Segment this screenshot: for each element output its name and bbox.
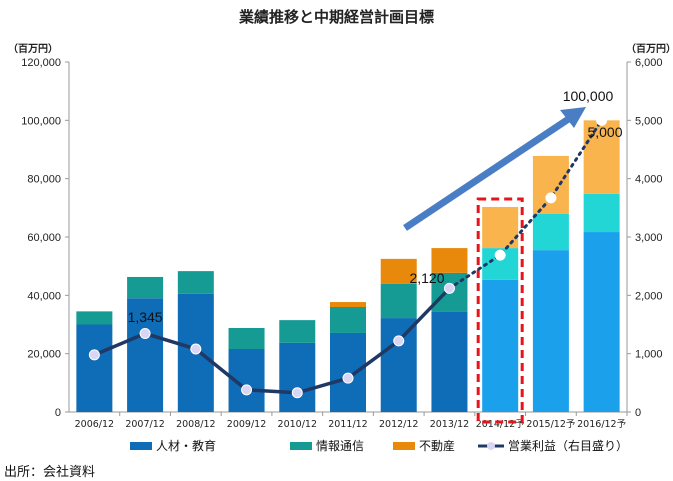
legend-item-real-estate: 不動産 bbox=[393, 437, 455, 454]
operating-profit-point bbox=[241, 384, 253, 396]
legend-line-marker bbox=[478, 441, 504, 450]
operating-profit-point bbox=[190, 343, 202, 355]
bar-hr-education bbox=[482, 279, 519, 412]
x-tick-label: 2015/12予 bbox=[526, 419, 575, 430]
legend-swatch bbox=[393, 441, 415, 450]
legend-label: 不動産 bbox=[419, 439, 456, 453]
y-right-tick-label: 0 bbox=[635, 407, 641, 419]
x-tick-label: 2016/12予 bbox=[577, 419, 626, 430]
data-annotation: 100,000 bbox=[563, 88, 614, 104]
operating-profit-line bbox=[93, 287, 451, 395]
y-right-tick-label: 1,000 bbox=[635, 349, 663, 361]
bar-it bbox=[228, 328, 265, 349]
data-annotation: 1,345 bbox=[128, 309, 163, 325]
legend-label: 情報通信 bbox=[316, 439, 365, 453]
forecast-highlight-box bbox=[476, 197, 524, 424]
operating-profit-point bbox=[393, 335, 405, 347]
source-note: 出所：会社資料 bbox=[4, 465, 96, 480]
y-right-tick-label: 3,000 bbox=[635, 232, 663, 244]
y-tick-label: 60,000 bbox=[27, 232, 61, 244]
bar-hr-education bbox=[279, 342, 316, 412]
legend-item-operating-profit: 営業利益（右目盛り） bbox=[478, 437, 628, 454]
operating-profit-point bbox=[139, 328, 151, 340]
operating-profit-point bbox=[545, 192, 557, 204]
operating-profit-point bbox=[443, 282, 455, 294]
y-right-tick-label: 5,000 bbox=[635, 115, 663, 127]
data-annotation: 5,000 bbox=[587, 124, 622, 140]
y-right-tick-label: 2,000 bbox=[635, 290, 663, 302]
legend-item-it: 情報通信 bbox=[290, 437, 364, 454]
x-tick-label: 2010/12 bbox=[278, 419, 317, 430]
growth-arrow-shaft bbox=[403, 115, 572, 231]
y-tick-label: 40,000 bbox=[27, 290, 61, 302]
y-right-tick-label: 6,000 bbox=[635, 57, 663, 69]
y-tick-label: 80,000 bbox=[27, 174, 61, 186]
bar-real-estate bbox=[380, 258, 417, 284]
operating-profit-forecast-line bbox=[447, 118, 604, 290]
left-axis-unit: （百万円） bbox=[8, 44, 58, 55]
data-annotation: 2,120 bbox=[409, 270, 444, 286]
legend-label: 人材・教育 bbox=[156, 439, 217, 453]
bar-it bbox=[76, 311, 113, 325]
bar-it bbox=[127, 276, 164, 299]
y-tick-label: 120,000 bbox=[21, 57, 61, 69]
bar-real-estate bbox=[532, 155, 569, 214]
bar-hr-education bbox=[127, 298, 164, 412]
bar-hr-education bbox=[330, 332, 366, 412]
x-tick-label: 2012/12 bbox=[379, 419, 418, 430]
bar-real-estate bbox=[330, 302, 366, 307]
x-tick-label: 2014/12予 bbox=[476, 419, 525, 430]
x-tick-label: 2011/12 bbox=[328, 419, 367, 430]
growth-arrow-head bbox=[560, 107, 586, 128]
legend-label: 営業利益（右目盛り） bbox=[508, 439, 629, 453]
legend-swatch bbox=[290, 441, 312, 450]
bar-hr-education bbox=[532, 250, 569, 412]
legend-item-hr-education: 人材・教育 bbox=[130, 437, 216, 454]
operating-profit-point bbox=[342, 372, 354, 384]
chart-title: 業績推移と中期経営計画目標 bbox=[238, 8, 434, 26]
bar-it bbox=[583, 193, 620, 233]
bar-it bbox=[380, 283, 417, 319]
bar-it bbox=[177, 271, 214, 294]
bar-it bbox=[279, 320, 316, 343]
bar-hr-education bbox=[431, 311, 468, 412]
bar-real-estate bbox=[583, 120, 620, 194]
operating-profit-point bbox=[596, 114, 608, 126]
y-tick-label: 100,000 bbox=[21, 115, 61, 127]
x-tick-label: 2008/12 bbox=[176, 419, 215, 430]
operating-profit-point bbox=[291, 387, 303, 399]
right-axis-unit: （百万円） bbox=[626, 44, 673, 55]
y-right-tick-label: 4,000 bbox=[635, 174, 663, 186]
operating-profit-point bbox=[88, 349, 100, 361]
bar-hr-education bbox=[380, 318, 417, 412]
operating-profit-point bbox=[494, 249, 506, 261]
y-tick-label: 20,000 bbox=[27, 349, 61, 361]
x-tick-label: 2009/12 bbox=[227, 419, 266, 430]
bar-real-estate bbox=[431, 248, 468, 273]
bar-hr-education bbox=[583, 232, 620, 412]
bar-it bbox=[532, 213, 569, 251]
x-tick-label: 2006/12 bbox=[75, 419, 114, 430]
legend-swatch bbox=[130, 441, 152, 450]
bar-it bbox=[330, 307, 366, 333]
x-tick-label: 2007/12 bbox=[125, 419, 164, 430]
x-tick-label: 2013/12 bbox=[430, 419, 469, 430]
y-tick-label: 0 bbox=[55, 407, 61, 419]
bar-hr-education bbox=[76, 324, 113, 412]
